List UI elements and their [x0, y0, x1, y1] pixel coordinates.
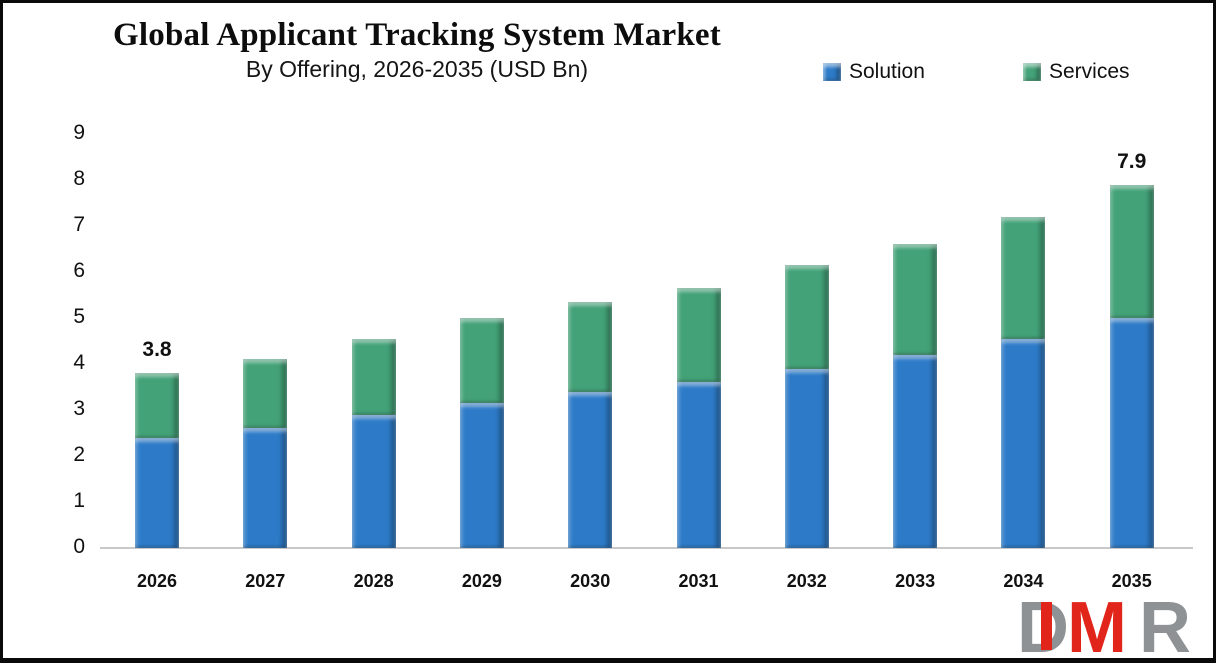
- x-axis-label-2026: 2026: [136, 571, 178, 591]
- bar-solution-2028: [351, 414, 396, 548]
- bar-services-2026: [135, 373, 179, 438]
- legend-marker-services-icon: [1023, 63, 1041, 81]
- bar-services-2033: [893, 244, 938, 355]
- x-axis-label-2028: 2028: [353, 571, 394, 591]
- x-axis-label-2032: 2032: [786, 571, 827, 591]
- x-axis-label-2035: 2035: [1111, 571, 1152, 591]
- bar-solution-2035: [1109, 318, 1154, 548]
- x-axis-line: [100, 547, 1193, 549]
- bar-solution-2027: [243, 428, 288, 548]
- x-axis-label-2033: 2033: [895, 571, 936, 591]
- logo-letter-m: M: [1067, 588, 1127, 663]
- bar-services-2035: [1109, 184, 1154, 318]
- legend-item-solution: Solution: [823, 60, 925, 84]
- y-axis-tick-label: 9: [73, 121, 85, 144]
- legend-label-solution: Solution: [849, 60, 925, 83]
- data-label-2026: 3.8: [142, 338, 172, 362]
- bar-solution-2030: [568, 391, 613, 548]
- legend-marker-solution-icon: [823, 63, 841, 81]
- data-label-2035: 7.9: [1117, 149, 1147, 173]
- y-axis-tick-label: 8: [73, 167, 85, 190]
- x-axis-label-2027: 2027: [245, 571, 286, 591]
- y-axis-tick-label: 5: [73, 305, 85, 328]
- y-axis-tick-label: 2: [73, 443, 85, 466]
- x-axis-label-2030: 2030: [570, 571, 611, 591]
- y-axis-tick-label: 3: [73, 397, 85, 420]
- bar-services-2030: [568, 301, 613, 392]
- bar-solution-2034: [1001, 338, 1046, 548]
- logo-letter-r: R: [1139, 588, 1191, 663]
- legend-label-services: Services: [1049, 60, 1130, 83]
- chart-title: Global Applicant Tracking System Market: [113, 17, 721, 53]
- x-axis-label-2034: 2034: [1003, 571, 1044, 591]
- legend-item-services: Services: [1023, 60, 1130, 84]
- y-axis-tick-label: 7: [73, 213, 85, 236]
- bar-services-2027: [243, 359, 288, 429]
- bar-solution-2033: [893, 354, 938, 548]
- dmr-logo: D M R: [1017, 592, 1207, 658]
- y-axis-tick-label: 6: [73, 259, 85, 282]
- x-axis-label-2031: 2031: [678, 571, 719, 591]
- chart-subtitle: By Offering, 2026-2035 (USD Bn): [245, 56, 589, 83]
- y-axis-tick-label: 1: [73, 489, 85, 512]
- bar-solution-2029: [459, 403, 504, 548]
- bar-services-2031: [676, 288, 721, 383]
- y-axis-tick-label: 0: [73, 535, 85, 558]
- y-axis-tick-label: 4: [73, 351, 85, 374]
- bar-solution-2032: [784, 368, 829, 548]
- bar-services-2034: [1001, 216, 1046, 339]
- bar-services-2032: [784, 265, 829, 369]
- x-axis-label-2029: 2029: [461, 571, 502, 591]
- bar-solution-2031: [676, 382, 721, 548]
- bar-solution-2026: [135, 437, 179, 548]
- bar-services-2028: [351, 338, 396, 415]
- logo-red-bar: [1041, 602, 1052, 650]
- bar-services-2029: [459, 318, 504, 404]
- chart-header: Global Applicant Tracking System Market …: [31, 17, 803, 83]
